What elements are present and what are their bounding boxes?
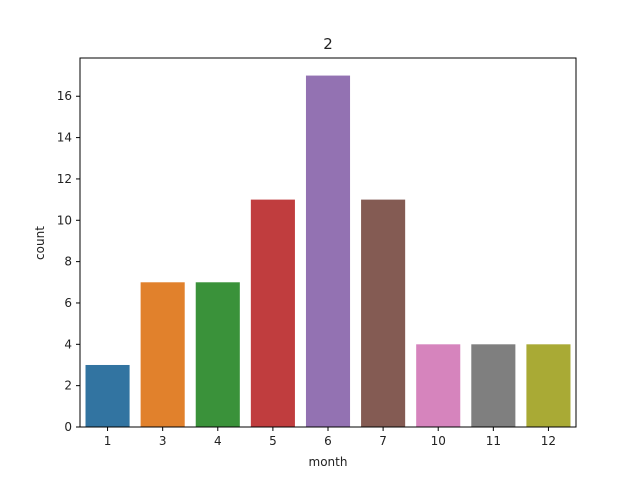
x-tick-label: 5 — [269, 434, 277, 448]
y-tick-label: 6 — [64, 296, 72, 310]
x-tick-label: 12 — [541, 434, 556, 448]
bar-month-10 — [416, 344, 461, 427]
bar-month-6 — [305, 75, 351, 427]
bar-month-12 — [526, 344, 571, 427]
x-tick-label: 7 — [379, 434, 387, 448]
bar-month-1 — [85, 364, 130, 427]
y-tick-label: 4 — [64, 337, 72, 351]
bar-month-7 — [361, 199, 406, 427]
y-axis-title: count — [33, 226, 47, 260]
bar-month-11 — [471, 344, 516, 427]
y-tick-label: 14 — [57, 131, 72, 145]
y-tick-label: 12 — [57, 172, 72, 186]
bar-month-5 — [250, 199, 295, 427]
x-tick-label: 3 — [159, 434, 167, 448]
chart-title: 2 — [323, 35, 333, 53]
x-tick-label: 6 — [324, 434, 332, 448]
y-tick-label: 8 — [64, 255, 72, 269]
x-tick-label: 11 — [486, 434, 501, 448]
y-tick-label: 0 — [64, 420, 72, 434]
y-tick-label: 16 — [57, 89, 72, 103]
x-tick-label: 4 — [214, 434, 222, 448]
plot-frame — [79, 57, 577, 428]
bar-month-3 — [140, 282, 185, 427]
ticks-layer: 1 3 4 5 6 7 10 11 12 0 2 4 6 8 10 12 14 16 — [57, 89, 556, 448]
y-tick-label: 2 — [64, 379, 72, 393]
bars-layer — [85, 75, 571, 427]
x-tick-label: 10 — [431, 434, 446, 448]
bar-month-4 — [195, 282, 240, 427]
y-tick-label: 10 — [57, 213, 72, 227]
x-tick-label: 1 — [104, 434, 112, 448]
x-axis-title: month — [309, 455, 348, 469]
